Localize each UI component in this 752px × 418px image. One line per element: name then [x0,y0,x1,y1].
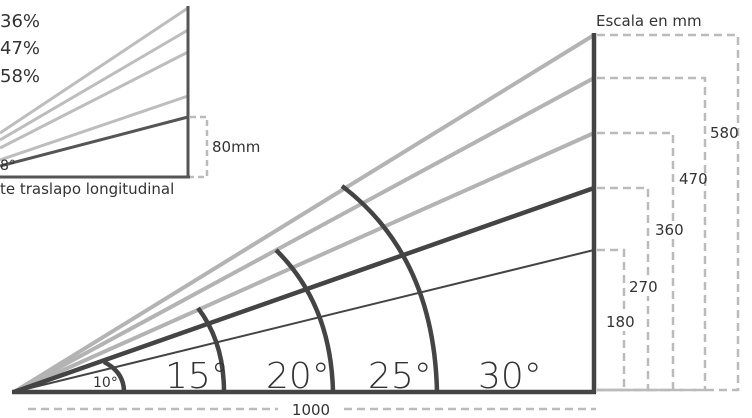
height-label-580: 580 [710,124,739,142]
slope-line-30deg [12,33,596,394]
scale-title: Escala en mm [596,12,702,30]
angle-label-25: 25° [368,356,432,397]
height-label-470: 470 [679,170,708,188]
inset-percentage-36: 36% [0,11,40,32]
angle-arc-25deg [340,184,440,393]
height-bracket-470 [597,76,707,392]
label-bg [628,278,654,296]
angle-arc-15deg [196,306,227,393]
height-label-360: 360 [655,221,684,239]
slope-line-25deg [13,76,595,394]
slope-line-15deg [13,185,595,395]
label-bg [709,124,737,142]
angle-label-15: 15° [165,356,229,397]
height-bracket-360 [597,131,675,392]
slope-line-20deg [13,131,595,394]
angle-arc-10deg [102,359,127,393]
inset-caption: te traslapo longitudinal [0,180,174,198]
height-label-270: 270 [629,278,658,296]
base-length-label: 1000 [292,401,330,418]
angle-label-10: 10° [93,375,118,391]
height-bracket-580 [597,33,740,392]
label-bg [654,221,680,239]
inset-height-label: 80mm [212,138,260,156]
inset-slope-line [0,50,189,150]
inset-angle-label: 8° [0,158,16,174]
inset-slope-line [0,94,189,162]
main-diagram: 1000 Escala en mm 180 270 360 470 580 10… [12,12,740,418]
angle-arc-20deg [274,248,336,393]
inset-height-bracket [190,115,209,179]
angle-label-20: 20° [266,356,330,397]
inset-percentage-58: 58% [0,66,40,87]
inset-slope-line [0,28,189,142]
inset-percentage-47: 47% [0,38,40,59]
inset-slope-line [0,6,189,135]
label-bg [605,313,629,331]
inset-slope-line-8deg [0,115,189,168]
label-bg [678,170,704,188]
height-label-180: 180 [606,313,635,331]
angle-label-30: 30° [478,356,542,397]
inset-diagram: 36% 47% 58% 8° 80mm te traslapo longitud… [0,6,260,198]
